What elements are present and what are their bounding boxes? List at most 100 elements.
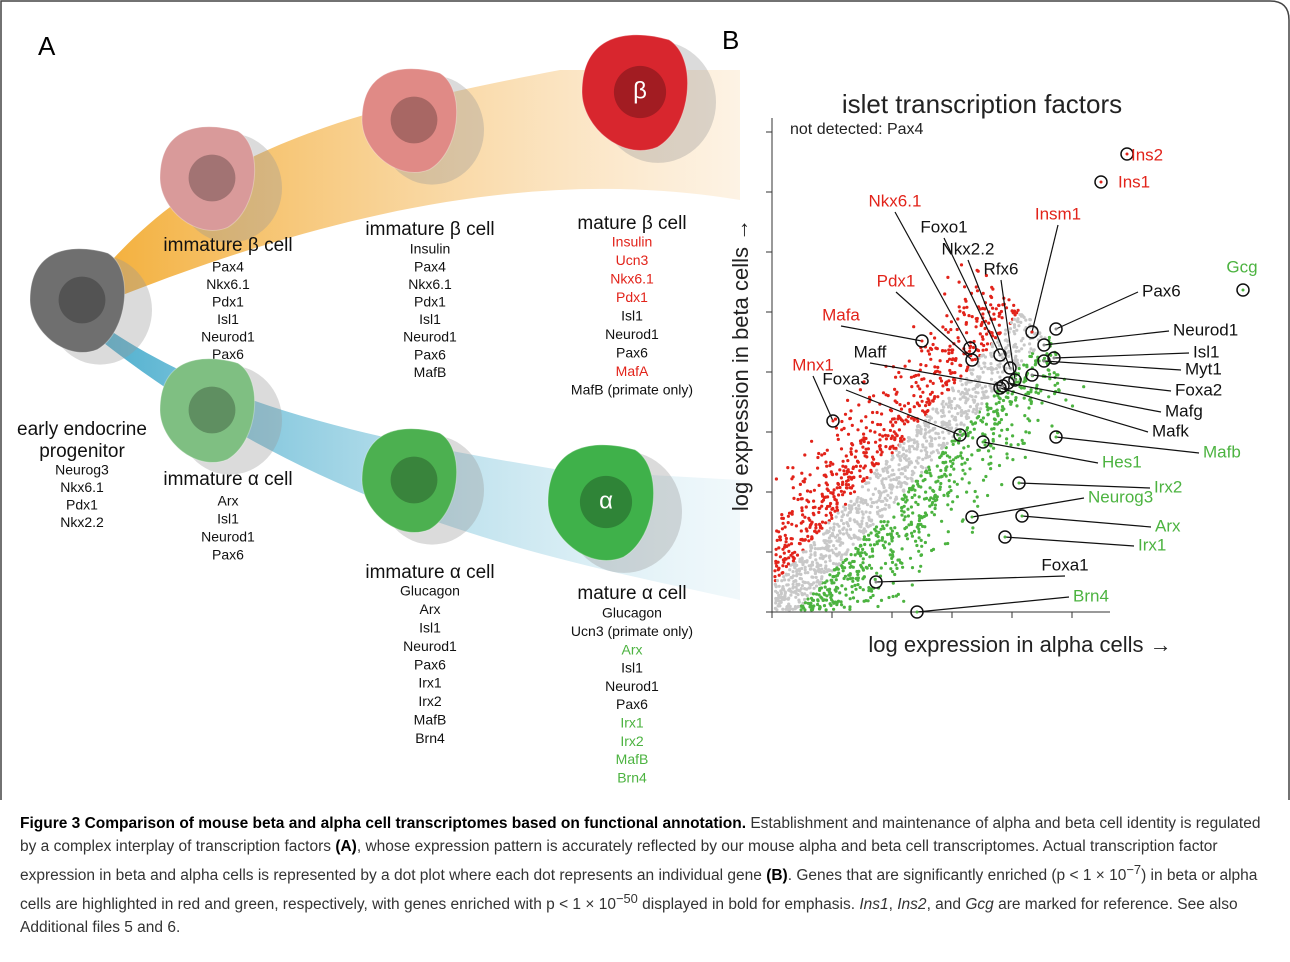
- gene-dot: [813, 587, 816, 590]
- gene-dot: [838, 562, 841, 565]
- gene-dot: [867, 525, 870, 528]
- gene-dot: [790, 511, 793, 514]
- gene-dot: [974, 391, 977, 394]
- gene-dot: [832, 544, 835, 547]
- gene-dot: [911, 566, 914, 569]
- gene-dot: [801, 558, 804, 561]
- gene-dot: [1015, 311, 1018, 314]
- gene-dot: [891, 570, 894, 573]
- gene-dot: [1056, 373, 1059, 376]
- gene-dot: [951, 386, 954, 389]
- gene-dot: [893, 388, 896, 391]
- leader-line: [1001, 280, 1015, 380]
- gene-dot: [851, 484, 854, 487]
- gene-dot: [960, 263, 963, 266]
- gene-dot: [941, 402, 944, 405]
- gene-dot: [906, 508, 909, 511]
- annotation: not detected: Pax4: [790, 121, 924, 138]
- gene-dot: [781, 527, 784, 530]
- gene-dot: [889, 527, 892, 530]
- gene-dot: [824, 539, 827, 542]
- gene-dot: [952, 378, 955, 381]
- gene-dot: [837, 483, 840, 486]
- gene-dot: [1013, 323, 1016, 326]
- stage-title: immature β cell: [163, 235, 292, 256]
- gene-dot: [784, 526, 787, 529]
- gene-dot: [977, 364, 980, 367]
- gene-dot: [936, 370, 939, 373]
- stage-title: mature β cell: [577, 213, 686, 234]
- gene-dot: [1015, 404, 1018, 407]
- gene-dot: [803, 477, 806, 480]
- gene-dot: [1047, 395, 1050, 398]
- gene-dot: [1047, 369, 1050, 372]
- gene-dot: [1009, 327, 1012, 330]
- gene-dot: [832, 534, 835, 537]
- gene-dot: [809, 549, 812, 552]
- gene-dot: [834, 588, 837, 591]
- gene-dot: [813, 552, 816, 555]
- leader-line: [1044, 361, 1181, 370]
- gene-marker-dot: [1100, 181, 1103, 184]
- gene-dot: [832, 608, 835, 611]
- gene-dot: [918, 495, 921, 498]
- gene-dot: [925, 453, 928, 456]
- gene-dot: [948, 479, 951, 482]
- gene-dot: [956, 495, 959, 498]
- gene-dot: [1002, 399, 1005, 402]
- gene-dot: [787, 550, 790, 553]
- gene-dot: [878, 433, 881, 436]
- gene-label: Neurog3: [55, 462, 109, 478]
- gene-dot: [787, 597, 790, 600]
- gene-dot: [1000, 418, 1003, 421]
- gene-dot: [781, 548, 784, 551]
- gene-dot: [982, 416, 985, 419]
- gene-dot: [990, 386, 993, 389]
- gene-dot: [840, 490, 843, 493]
- gene-dot: [792, 586, 795, 589]
- gene-dot: [844, 465, 847, 468]
- gene-dot: [779, 589, 782, 592]
- gene-dot: [856, 573, 859, 576]
- gene-label: Pdx1: [616, 289, 648, 305]
- gene-dot: [925, 440, 928, 443]
- gene-dot: [967, 314, 970, 317]
- gene-dot: [965, 491, 968, 494]
- gene-dot: [984, 355, 987, 358]
- gene-dot: [995, 367, 998, 370]
- gene-dot: [980, 342, 983, 345]
- gene-dot: [933, 397, 936, 400]
- gene-dot: [921, 443, 924, 446]
- gene-dot: [889, 445, 892, 448]
- gene-dot: [961, 469, 964, 472]
- gene-dot: [941, 424, 944, 427]
- gene-marker-dot: [1053, 357, 1056, 360]
- gene-dot: [901, 435, 904, 438]
- gene-dot: [881, 539, 884, 542]
- gene-dot: [925, 514, 928, 517]
- gene-label: Ucn3: [616, 252, 649, 268]
- gene-dot: [991, 331, 994, 334]
- gene-dot: [1010, 400, 1013, 403]
- gene-dot: [918, 530, 921, 533]
- gene-dot: [957, 340, 960, 343]
- gene-dot: [835, 566, 838, 569]
- gene-dot: [799, 577, 802, 580]
- gene-dot: [911, 583, 914, 586]
- gene-dot: [884, 508, 887, 511]
- gene-dot: [828, 530, 831, 533]
- gene-dot: [861, 510, 864, 513]
- gene-dot: [816, 467, 819, 470]
- gene-dot: [842, 460, 845, 463]
- gene-dot: [1022, 363, 1025, 366]
- gene-dot: [844, 503, 847, 506]
- gene-dot: [803, 592, 806, 595]
- gene-dot: [828, 593, 831, 596]
- gene-dot: [851, 424, 854, 427]
- gene-dot: [827, 521, 830, 524]
- gene-dot: [982, 479, 985, 482]
- gene-dot: [995, 307, 998, 310]
- gene-dot: [1011, 392, 1014, 395]
- gene-dot: [859, 388, 862, 391]
- gene-dot: [848, 562, 851, 565]
